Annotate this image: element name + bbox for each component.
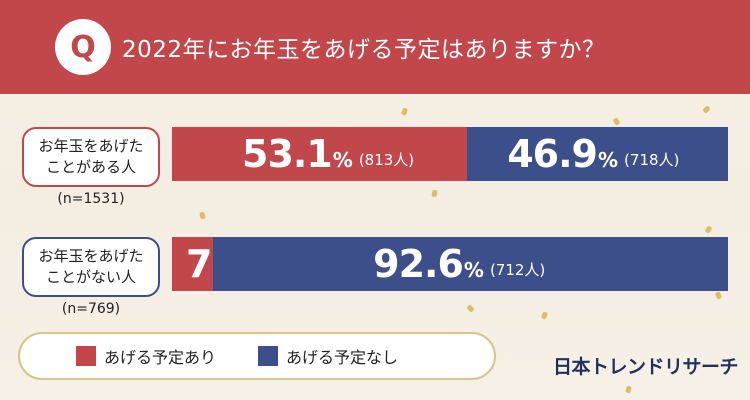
- stacked-bar-never-gave: 7.4%(57人) 92.6% (712人): [172, 237, 728, 291]
- value-label: 46.9: [507, 132, 598, 176]
- category-label-gave-before: お年玉をあげた ことがある人: [22, 127, 160, 187]
- unit-label: %: [463, 258, 484, 282]
- count-label: (718人): [624, 150, 680, 169]
- unit-label: %: [598, 148, 619, 172]
- confetti-decoration: [702, 105, 711, 114]
- confetti-decoration: [400, 107, 409, 116]
- confetti-decoration: [540, 311, 549, 320]
- legend-item-planned: あげる予定あり: [76, 344, 216, 368]
- confetti-decoration: [466, 304, 475, 313]
- category-label-line: お年玉をあげた: [38, 137, 144, 155]
- question-header: Q 2022年にお年玉をあげる予定はありますか？: [0, 0, 750, 94]
- confetti-decoration: [199, 211, 206, 220]
- bar-segment-planned: 7.4%(57人): [172, 237, 323, 291]
- category-label-line: ことがない人: [45, 268, 136, 286]
- bar-segment-not-planned: 92.6% (712人): [213, 237, 728, 291]
- data-label: 92.6% (712人): [373, 237, 545, 291]
- confetti-decoration: [612, 117, 621, 126]
- data-label: 53.1% (813人): [242, 127, 414, 181]
- sample-size-label: (n=1531): [57, 191, 125, 207]
- bar-segment-not-planned: 46.9% (718人): [467, 127, 728, 181]
- legend-swatch-red: [76, 346, 96, 366]
- category-label-never-gave: お年玉をあげた ことがない人: [22, 237, 160, 297]
- unit-label: %: [332, 148, 353, 172]
- category-label-line: ことがある人: [45, 158, 136, 176]
- confetti-decoration: [431, 189, 438, 198]
- legend-swatch-blue: [258, 346, 279, 366]
- question-text: 2022年にお年玉をあげる予定はありますか？: [122, 37, 606, 63]
- sample-size-label: (n=769): [61, 301, 121, 317]
- bar-segment-planned: 53.1% (813人): [172, 127, 468, 181]
- confetti-decoration: [714, 291, 723, 300]
- category-label-line: お年玉をあげた: [38, 247, 144, 265]
- confetti-decoration: [625, 385, 632, 394]
- confetti-decoration: [704, 225, 713, 234]
- value-label: 92.6: [373, 242, 464, 286]
- data-label: 46.9% (718人): [507, 127, 679, 181]
- count-label: (813人): [358, 150, 415, 169]
- stacked-bar-gave-before: 53.1% (813人) 46.9% (718人): [172, 127, 728, 181]
- legend-item-not-planned: あげる予定なし: [258, 344, 398, 368]
- value-label: 53.1: [242, 132, 333, 176]
- brand-logo: 日本トレンドリサーチ: [553, 356, 739, 378]
- count-label: (712人): [489, 260, 546, 279]
- chart-legend: あげる予定あり あげる予定なし: [18, 332, 496, 380]
- q-badge: Q: [55, 19, 111, 75]
- legend-label: あげる予定あり: [104, 348, 217, 367]
- legend-label: あげる予定なし: [286, 348, 399, 367]
